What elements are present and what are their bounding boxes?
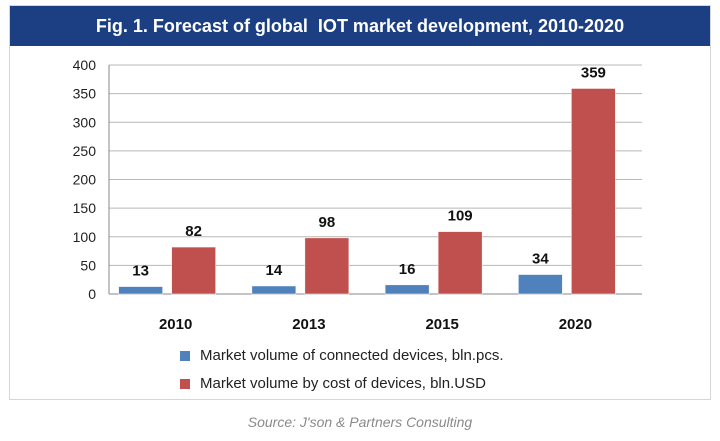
bar-cost-2013 xyxy=(304,237,350,295)
data-label-cost-2013: 98 xyxy=(319,214,336,231)
y-tick-label: 350 xyxy=(73,86,97,102)
bar-chart: 0 50 100 150 200 250 300 350 400 2010 13 82 2013 14 98… xyxy=(73,57,642,333)
x-tick-label-2010: 2010 xyxy=(159,316,192,333)
data-label-devices-2020: 34 xyxy=(532,251,549,268)
source-note: Source: J'son & Partners Consulting xyxy=(247,414,473,430)
data-label-devices-2013: 14 xyxy=(266,262,283,279)
bar-devices-2010 xyxy=(118,286,163,295)
y-tick-label: 50 xyxy=(80,257,96,273)
x-tick-label-2015: 2015 xyxy=(425,316,458,333)
x-tick-label-2013: 2013 xyxy=(292,316,325,333)
bar-devices-2020 xyxy=(518,274,563,295)
legend-label-devices: Market volume of connected devices, bln.… xyxy=(200,347,504,364)
x-tick-label-2020: 2020 xyxy=(559,316,592,333)
bar-devices-2015 xyxy=(384,284,430,295)
legend-label-cost: Market volume by cost of devices, bln.US… xyxy=(200,375,486,392)
legend-swatch-devices xyxy=(180,351,190,361)
data-label-devices-2010: 13 xyxy=(132,263,149,280)
chart-title: Fig. 1. Forecast of global IOT market de… xyxy=(10,6,710,46)
data-label-cost-2010: 82 xyxy=(185,223,202,240)
data-label-cost-2015: 109 xyxy=(448,208,473,225)
y-tick-label: 200 xyxy=(73,172,97,188)
data-label-cost-2020: 359 xyxy=(581,64,606,81)
y-tick-label: 150 xyxy=(73,200,97,216)
bar-devices-2013 xyxy=(251,285,297,295)
legend-swatch-cost xyxy=(180,379,190,389)
y-tick-label: 400 xyxy=(73,57,97,73)
y-tick-label: 300 xyxy=(73,114,97,130)
chart-frame: Fig. 1. Forecast of global IOT market de… xyxy=(9,5,711,400)
bar-cost-2015 xyxy=(437,231,483,295)
y-tick-label: 100 xyxy=(73,229,97,245)
y-tick-label: 0 xyxy=(88,286,96,302)
bar-cost-2020 xyxy=(571,88,616,295)
data-label-devices-2015: 16 xyxy=(399,261,416,278)
bar-cost-2010 xyxy=(171,246,216,295)
y-tick-label: 250 xyxy=(73,143,97,159)
